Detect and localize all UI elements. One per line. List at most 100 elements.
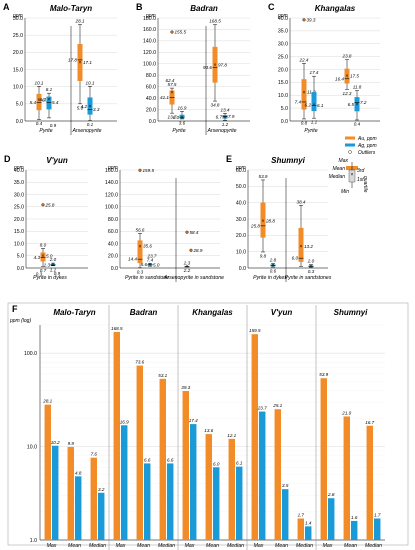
panel-title: V'yun: [46, 156, 68, 165]
y-tick-label: 15.0: [278, 80, 288, 86]
ag-mean-label: 5.6: [141, 262, 148, 267]
au-mean-marker: ×: [79, 60, 82, 66]
x-category-label: Median: [158, 543, 175, 549]
au-bar: [159, 378, 166, 540]
au-min-label: 0.3: [137, 269, 144, 274]
au-max-label: 23.8: [342, 54, 352, 59]
au-mean-label: 28.8: [265, 218, 275, 223]
outlier-point: [302, 18, 306, 22]
x-category-label: Max: [185, 543, 195, 549]
x-category-label: Max: [116, 543, 126, 549]
ag-mean-label: 1.3: [44, 262, 51, 267]
ag-box: [46, 96, 52, 110]
x-category-label: Median: [227, 543, 244, 549]
au-mean-label: 17.5: [350, 73, 359, 78]
ag-mean-marker: ×: [149, 262, 152, 268]
x-category-label: Median: [365, 543, 382, 549]
au-box: [212, 46, 218, 83]
ag-bar-label: 17.4: [189, 418, 198, 423]
au-bar-label: 73.6: [135, 360, 144, 365]
ag-min-label: 0.3: [308, 269, 315, 274]
panel-title: Badran: [190, 4, 218, 13]
y-tick-label: 120.0: [143, 50, 156, 56]
y-tick-label: 10.0: [278, 93, 288, 99]
au-mean-marker: ×: [38, 98, 41, 104]
ag-box: [222, 115, 228, 119]
ag-bar-label: 4.8: [75, 470, 82, 475]
y-tick-label: 5.0: [16, 102, 23, 108]
au-bar-label: 16.7: [365, 420, 374, 425]
au-bar: [297, 518, 304, 540]
ag-max-label: 2.8: [269, 257, 277, 262]
ag-bar-label: 1.6: [351, 515, 358, 520]
ag-mean-marker: ×: [181, 115, 184, 121]
outlier-label: 28.9: [193, 248, 203, 253]
au-median-label: 41.1: [160, 95, 169, 100]
panel-title: Malo-Taryn: [53, 308, 95, 317]
ag-mean-marker: ×: [272, 263, 275, 269]
ag-mean-label: 6.0: [173, 115, 180, 120]
y-tick-label: 35.0: [278, 29, 288, 35]
ag-bar: [121, 425, 128, 540]
ag-box: [50, 264, 56, 266]
au-bar: [182, 391, 189, 540]
outlier-point: [170, 30, 174, 34]
au-max-label: 57.5: [168, 82, 177, 87]
y-tick-label: 10.0: [236, 249, 246, 255]
y-tick-label: 25.0: [278, 54, 288, 60]
y-axis-unit: ppm: [12, 13, 23, 19]
ag-bar-label: 2.8: [327, 492, 335, 497]
y-tick-label: 20.0: [108, 254, 118, 260]
ag-mean-label: 6.2: [305, 103, 312, 108]
au-box: [260, 202, 266, 238]
x-category-label: Max: [254, 543, 264, 549]
au-box: [301, 79, 307, 110]
ag-max-label: 2.0: [49, 257, 57, 262]
ag-median-label: 5.4: [52, 100, 59, 105]
au-mean-marker: ×: [214, 63, 217, 69]
y-axis-unit: ppm (log): [9, 318, 31, 324]
ag-bar: [213, 467, 220, 540]
au-low-label: 0.3: [36, 271, 43, 276]
category-label: Pyrite in dykes: [253, 275, 287, 281]
y-tick-label: 0.0: [17, 266, 24, 272]
ag-max-label: 10.1: [86, 80, 95, 85]
au-bar: [366, 425, 373, 540]
y-tick-label: 160.0: [143, 27, 156, 33]
panel-f-frame: [7, 302, 409, 546]
au-max-label: 22.4: [299, 57, 309, 62]
au-bar: [44, 404, 51, 540]
x-category-label: Mean: [344, 543, 357, 549]
au-min-label: 5.0: [77, 105, 84, 110]
ag-max-label: 8.1: [46, 87, 53, 92]
au-bar-label: 9.9: [68, 441, 75, 446]
au-median-label: 17.8: [68, 57, 77, 62]
au-mean-marker: ×: [171, 90, 174, 96]
au-min-label: 2.2: [183, 268, 191, 273]
au-median-label: 93.6: [203, 65, 212, 70]
ag-bar-label: 10.2: [51, 440, 60, 445]
outlier-label: 58.4: [190, 230, 199, 235]
ag-bar: [144, 463, 151, 540]
category-label: Pyrite: [172, 128, 185, 134]
y-tick-label: 0.0: [239, 266, 246, 272]
ag-min-label: 1.1: [50, 267, 57, 272]
au-min-label: 0.4: [36, 121, 43, 126]
au-bar-label: 1.7: [298, 512, 305, 517]
outlier-label: 159.5: [143, 168, 155, 173]
box-panel-1: 0.0 20.0 40.0 60.0 80.0 100.0 120.0 140.0 160.0 1…: [136, 2, 250, 135]
y-tick-label: 120.0: [105, 192, 118, 198]
y-tick-label: 0.0: [111, 266, 118, 272]
ag-bar: [374, 518, 381, 540]
box-panel-3: 0.0 5.0 10.0 15.0 20.0 25.0 30.0 35.0 40.0D V'yun…: [4, 154, 88, 281]
category-label: Pyrite in dykes: [33, 275, 67, 281]
au-bar: [113, 331, 120, 540]
au-max-label: 53.9: [259, 174, 268, 179]
legend-outlier-marker: [348, 150, 352, 154]
ag-bar: [282, 489, 289, 540]
x-category-label: Median: [89, 543, 106, 549]
panel-letter: F: [12, 304, 18, 314]
category-label: Arsenopyrite: [206, 128, 236, 134]
